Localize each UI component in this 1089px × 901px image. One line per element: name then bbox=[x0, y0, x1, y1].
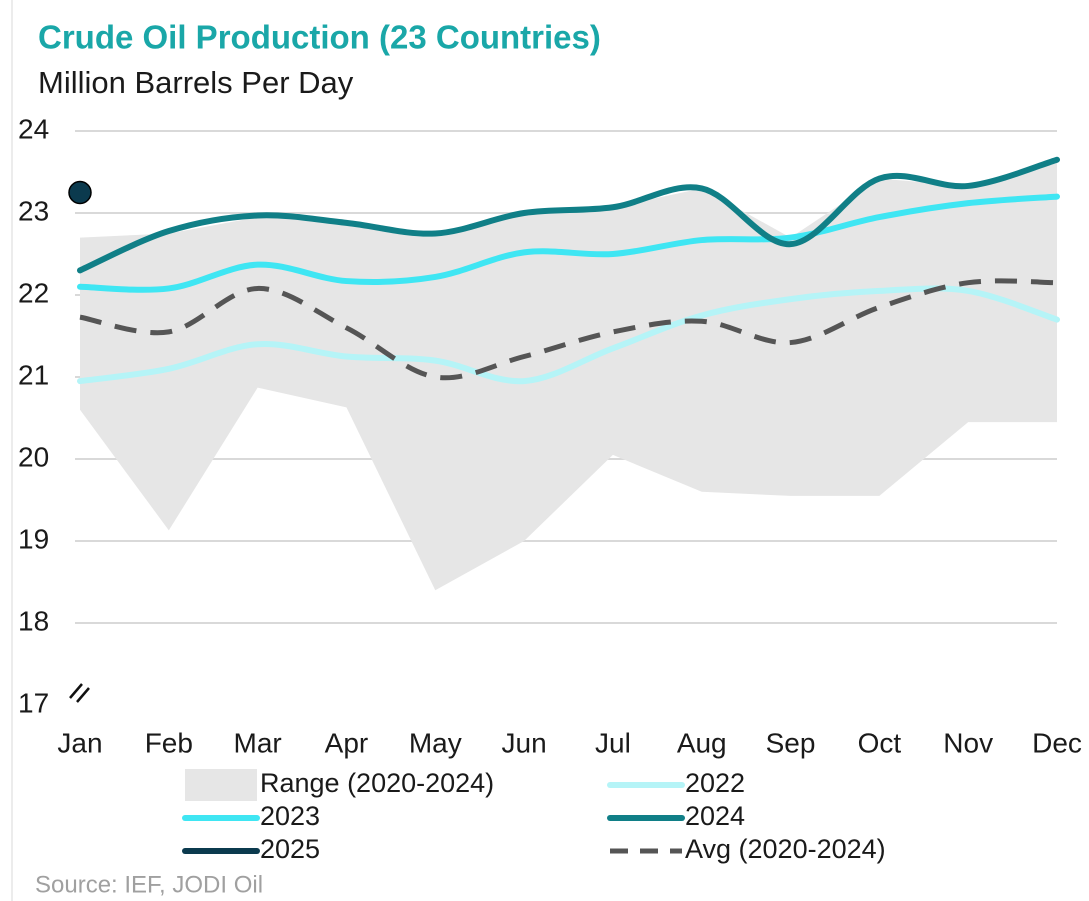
x-tick-label: Jun bbox=[502, 727, 547, 758]
y-tick-label: 23 bbox=[18, 195, 49, 226]
legend-label: Range (2020-2024) bbox=[260, 768, 494, 798]
legend-label: 2024 bbox=[685, 801, 745, 831]
plot: 17 18 19 20 21 22 23 24 Jan Feb Mar Apr May Jun Jul Aug… bbox=[18, 113, 1082, 758]
x-tick-label: Apr bbox=[325, 727, 369, 758]
x-tick-label: Sep bbox=[766, 727, 816, 758]
y-tick-label: 24 bbox=[18, 113, 49, 144]
axis-break bbox=[69, 683, 90, 703]
x-tick-label: Jul bbox=[595, 727, 631, 758]
chart-subtitle: Million Barrels Per Day bbox=[38, 65, 354, 100]
series-line bbox=[77, 285, 1060, 385]
legend-label: 2025 bbox=[260, 834, 320, 864]
legend-label: 2023 bbox=[260, 801, 320, 831]
series-line bbox=[79, 278, 1058, 381]
x-tick-label: Oct bbox=[858, 727, 902, 758]
x-tick-label: Jan bbox=[57, 727, 102, 758]
y-tick-label: 19 bbox=[18, 523, 49, 554]
point bbox=[68, 180, 92, 205]
y-tick-label: 18 bbox=[18, 605, 49, 636]
x-tick-label: Mar bbox=[234, 727, 282, 758]
series-line bbox=[77, 156, 1060, 274]
x-tick-label: Dec bbox=[1032, 727, 1082, 758]
y-tick-label: 21 bbox=[18, 359, 49, 390]
chart-title: Crude Oil Production (23 Countries) bbox=[38, 19, 601, 56]
y-tick-label: 22 bbox=[18, 277, 49, 308]
y-tick-label: 17 bbox=[18, 687, 49, 718]
x-tick-label: Feb bbox=[145, 727, 193, 758]
legend: Range (2020-2024) 2022 2023 2024 2025 Avg (20… bbox=[182, 768, 886, 864]
legend-label: Avg (2020-2024) bbox=[685, 834, 886, 864]
range-area bbox=[80, 159, 1057, 591]
y-tick-label: 20 bbox=[18, 441, 49, 472]
x-tick-label: May bbox=[409, 727, 462, 758]
legend-label: 2022 bbox=[685, 768, 745, 798]
x-tick-label: Nov bbox=[943, 727, 993, 758]
x-tick-label: Aug bbox=[677, 727, 727, 758]
source: Source: IEF, JODI Oil bbox=[35, 871, 263, 898]
series-line bbox=[77, 193, 1060, 293]
legend-swatch bbox=[185, 769, 257, 801]
